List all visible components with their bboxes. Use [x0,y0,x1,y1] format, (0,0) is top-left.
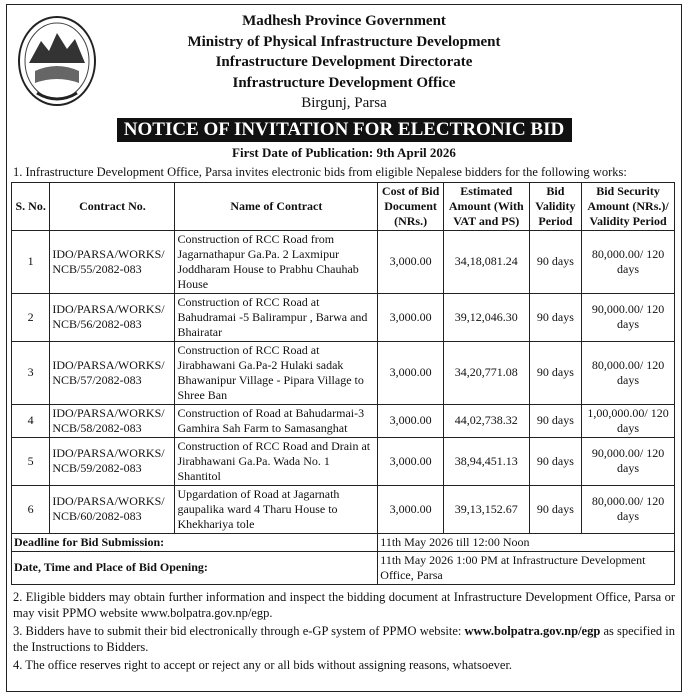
cell-contract: IDO/PARSA/WORKS/ NCB/58/2082-083 [49,403,176,438]
opening-row: Date, Time and Place of Bid Opening: 11t… [10,550,675,585]
table-row: 5 IDO/PARSA/WORKS/ NCB/59/2082-083 Constru… [10,436,675,486]
cell-estimate: 39,13,152.67 [442,484,530,534]
cell-validity: 90 days [528,403,583,438]
cell-name: Construction of RCC Road at Bahudramai -… [174,292,379,342]
province-name: Madhesh Province Government [242,13,446,29]
cell-name: Construction of Road at Bahudarmai-3 Gam… [174,403,379,438]
cell-contract: IDO/PARSA/WORKS/ NCB/59/2082-083 [49,436,176,486]
deadline-label: Deadline for Bid Submission: [10,532,379,552]
cell-sno: 4 [10,403,51,438]
directorate-name: Infrastructure Development Directorate [215,54,473,70]
notice-title: NOTICE OF INVITATION FOR ELECTRONIC BID [116,117,572,142]
table-row: 6 IDO/PARSA/WORKS/ NCB/60/2082-083 Upgarda… [10,484,675,534]
opening-label: Date, Time and Place of Bid Opening: [10,550,379,585]
cell-cost: 3,000.00 [377,403,444,438]
cell-estimate: 34,18,081.24 [442,229,530,294]
cell-sno: 2 [10,292,51,342]
cell-contract: IDO/PARSA/WORKS/ NCB/55/2082-083 [49,229,176,294]
bid-table: S. No. Contract No. Name of Contract Cos… [10,181,675,585]
cell-name: Construction of RCC Road and Drain at Ji… [174,436,379,486]
deadline-row: Deadline for Bid Submission: 11th May 20… [10,532,675,552]
cell-estimate: 34,20,771.08 [442,340,530,405]
cell-cost: 3,000.00 [377,340,444,405]
cell-name: Construction of RCC Road at Jirabhawani … [174,340,379,405]
note-3-text-end: as specified in the Instructions to Bidd… [13,623,675,654]
cell-name: Upgardation of Road at Jagarnath gaupali… [174,484,379,534]
cell-cost: 3,000.00 [377,436,444,486]
cell-cost: 3,000.00 [377,292,444,342]
cell-sno: 5 [10,436,51,486]
note-3-text: 3. Bidders have to submit their bid elec… [13,623,465,638]
notice-document: Madhesh Province Government Ministry of … [6,4,682,692]
cell-security: 1,00,000.00/ 120 days [581,403,675,438]
publication-date: First Date of Publication: 9th April 202… [232,144,456,160]
note-2: 2. Eligible bidders may obtain further i… [13,589,675,620]
cell-security: 90,000.00/ 120 days [581,436,675,486]
cell-validity: 90 days [528,340,583,405]
cell-sno: 3 [10,340,51,405]
table-row: 2 IDO/PARSA/WORKS/ NCB/56/2082-083 Constru… [10,292,675,342]
note-4: 4. The office reserves right to accept o… [13,657,513,672]
cell-cost: 3,000.00 [377,229,444,294]
egp-link[interactable]: www.bolpatra.gov.np/egp [464,623,601,638]
cell-security: 80,000.00/ 120 days [581,484,675,534]
cell-estimate: 38,94,451.13 [442,436,530,486]
col-cost: Cost of Bid Document (NRs.) [377,181,444,231]
cell-sno: 6 [10,484,51,534]
cell-validity: 90 days [528,229,583,294]
opening-value: 11th May 2026 1:00 PM at Infrastructure … [377,550,675,585]
ministry-name: Ministry of Physical Infrastructure Deve… [187,33,501,50]
table-row: 1 IDO/PARSA/WORKS/ NCB/55/2082-083 Constru… [10,229,675,294]
table-header-row: S. No. Contract No. Name of Contract Cos… [10,181,675,231]
note-3: 3. Bidders have to submit their bid elec… [13,623,675,655]
col-contract-no: Contract No. [49,181,176,231]
col-security: Bid Security Amount (NRs.)/ Validity Per… [581,181,675,231]
cell-contract: IDO/PARSA/WORKS/ NCB/57/2082-083 [49,340,176,405]
col-contract-name: Name of Contract [174,181,379,231]
cell-sno: 1 [10,229,51,294]
office-location: Birgunj, Parsa [301,95,387,111]
table-row: 3 IDO/PARSA/WORKS/ NCB/57/2082-083 Constru… [10,340,675,405]
cell-contract: IDO/PARSA/WORKS/ NCB/56/2082-083 [49,292,176,342]
cell-estimate: 39,12,046.30 [442,292,530,342]
deadline-value: 11th May 2026 till 12:00 Noon [377,532,675,552]
header: Madhesh Province Government Ministry of … [7,11,681,114]
col-validity: Bid Validity Period [528,181,583,231]
cell-validity: 90 days [528,484,583,534]
cell-validity: 90 days [528,292,583,342]
cell-name: Construction of RCC Road from Jagarnatha… [174,229,379,294]
cell-security: 80,000.00/ 120 days [581,340,675,405]
cell-security: 90,000.00/ 120 days [581,292,675,342]
notes: 2. Eligible bidders may obtain further i… [13,589,675,673]
table-row: 4 IDO/PARSA/WORKS/ NCB/58/2082-083 Constru… [10,403,675,438]
cell-estimate: 44,02,738.32 [442,403,530,438]
cell-validity: 90 days [528,436,583,486]
cell-security: 80,000.00/ 120 days [581,229,675,294]
col-sno: S. No. [10,181,51,231]
intro-text: 1. Infrastructure Development Office, Pa… [13,164,627,179]
col-estimate: Estimated Amount (With VAT and PS) [442,181,530,231]
government-emblem-logo [18,16,96,106]
cell-cost: 3,000.00 [377,484,444,534]
office-name: Infrastructure Development Office [232,74,456,91]
cell-contract: IDO/PARSA/WORKS/ NCB/60/2082-083 [49,484,176,534]
